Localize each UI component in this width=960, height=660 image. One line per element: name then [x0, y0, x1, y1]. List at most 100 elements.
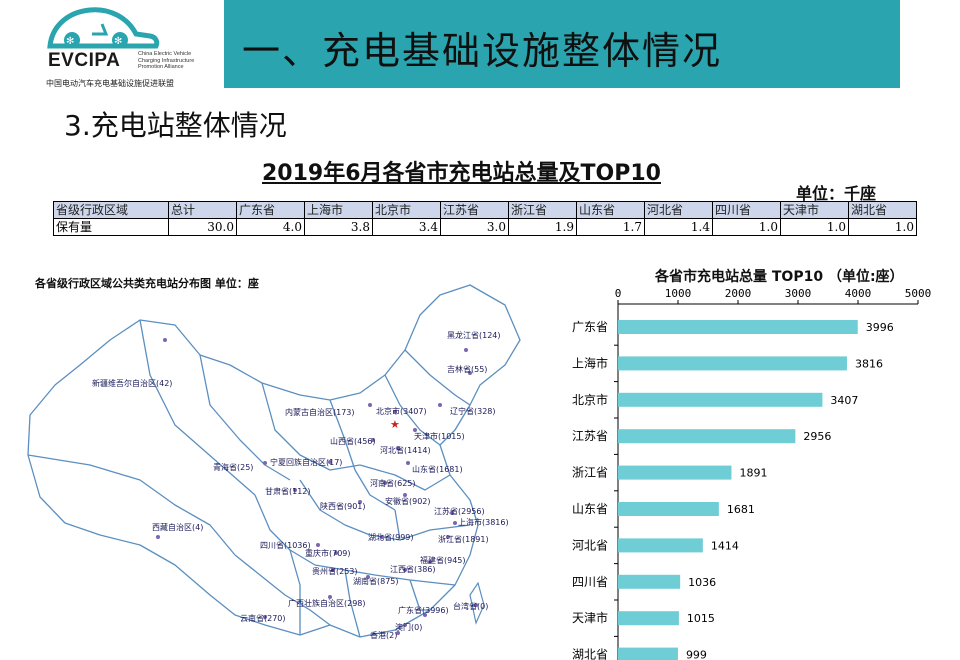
category-label: 广东省 — [572, 320, 608, 334]
map-label: 浙江省(1891) — [438, 535, 489, 544]
map-label: 河南省(625) — [370, 479, 416, 488]
category-label: 浙江省 — [572, 466, 608, 480]
map-label: 江西省(386) — [390, 565, 436, 574]
svg-text:✻: ✻ — [114, 36, 122, 47]
map-label: 湖北省(999) — [368, 533, 414, 542]
bar — [618, 429, 796, 444]
ev-car-icon: ✻ ✻ — [47, 7, 160, 49]
table-cell: 1.9 — [508, 218, 577, 236]
page-title: 一、充电基础设施整体情况 — [242, 29, 723, 73]
map-label: 安徽省(902) — [385, 497, 431, 506]
bar — [618, 574, 681, 589]
table-header-cell: 省级行政区域 — [53, 201, 169, 219]
table-header-cell: 广东省 — [236, 201, 305, 219]
map-label: 山西省(456) — [330, 437, 376, 446]
svg-text:✻: ✻ — [66, 36, 74, 47]
data-label: 3996 — [866, 321, 894, 334]
table-cell: 4.0 — [236, 218, 305, 236]
x-tick-label: 1000 — [665, 287, 692, 300]
table-header-row: 省级行政区域 总计 广东省 上海市 北京市 江苏省 浙江省 山东省 河北省 四川… — [53, 201, 917, 219]
data-label: 3816 — [855, 357, 883, 370]
map-label: 西藏自治区(4) — [152, 523, 204, 532]
category-label: 河北省 — [572, 538, 608, 552]
category-label: 江苏省 — [572, 429, 608, 443]
logo-chinese-name: 中国电动汽车充电基础设施促进联盟 — [46, 79, 174, 88]
table-cell: 30.0 — [168, 218, 237, 236]
map-label: 福建省(945) — [420, 556, 466, 565]
bar — [618, 502, 719, 516]
map-label: 台湾省(0) — [453, 602, 489, 611]
evcipa-logo: ✻ ✻ EVCIPA China Electric Vehicle Chargi… — [10, 4, 210, 90]
table-cell: 3.8 — [304, 218, 373, 236]
table-header-cell: 总计 — [168, 201, 237, 219]
category-label: 湖北省 — [572, 647, 608, 660]
map-label: 四川省(1036) — [260, 541, 311, 550]
logo-english-name: China Electric Vehicle Charging Infrastr… — [138, 51, 195, 70]
x-tick-label: 3000 — [785, 287, 812, 300]
bar — [618, 356, 847, 371]
map-label: 贵州省(253) — [312, 567, 358, 576]
map-label: 宁夏回族自治区(17) — [270, 458, 343, 467]
map-label: 陕西省(901) — [320, 502, 366, 511]
map-label: 云南省(270) — [240, 614, 286, 623]
bar — [618, 538, 703, 553]
table-header-cell: 上海市 — [304, 201, 373, 219]
china-map: ★ 黑龙江省(124) 吉林省(55) 新疆维吾尔自治区(42) 内蒙古自治区(… — [0, 265, 560, 660]
data-label: 1036 — [688, 576, 716, 589]
x-tick-label: 5000 — [905, 287, 932, 300]
section-title: 3.充电站整体情况 — [64, 109, 287, 142]
map-label: 甘肃省(112) — [265, 487, 311, 496]
map-label: 吉林省(55) — [447, 365, 488, 374]
data-label: 1414 — [711, 539, 739, 552]
table-cell: 1.0 — [712, 218, 781, 236]
table-cell: 1.7 — [576, 218, 645, 236]
x-tick-label: 4000 — [845, 287, 872, 300]
data-label: 1891 — [739, 467, 767, 480]
table-cell: 3.4 — [372, 218, 441, 236]
table-header-cell: 北京市 — [372, 201, 441, 219]
x-tick-label: 0 — [615, 287, 622, 300]
map-label: 澳门(0) — [395, 623, 423, 632]
map-label: 内蒙古自治区(173) — [285, 408, 355, 417]
map-label: 香港(2) — [370, 631, 398, 640]
bar — [618, 611, 679, 626]
table-row-label: 保有量 — [53, 218, 169, 236]
map-label: 天津市(1015) — [414, 432, 465, 441]
table-header-cell: 山东省 — [576, 201, 645, 219]
category-label: 天津市 — [572, 610, 608, 625]
table-header-cell: 河北省 — [644, 201, 713, 219]
table-cell: 1.0 — [780, 218, 849, 236]
data-label: 999 — [686, 649, 707, 660]
table-cell: 1.4 — [644, 218, 713, 236]
map-label: 江苏省(2956) — [434, 507, 485, 516]
map-label: 辽宁省(328) — [450, 407, 496, 416]
logo-brand: EVCIPA — [48, 50, 121, 71]
header-banner: 一、充电基础设施整体情况 — [224, 0, 900, 88]
map-label: 河北省(1414) — [380, 446, 431, 455]
table-title: 2019年6月各省市充电站总量及TOP10 — [262, 161, 661, 186]
map-label: 北京市(3407) — [376, 407, 427, 416]
table-header-cell: 浙江省 — [508, 201, 577, 219]
bar — [618, 647, 678, 660]
stock-table: 省级行政区域 总计 广东省 上海市 北京市 江苏省 浙江省 山东省 河北省 四川… — [53, 201, 917, 236]
map-label: 青海省(25) — [213, 463, 254, 472]
x-tick-label: 2000 — [725, 287, 752, 300]
bar — [618, 465, 732, 480]
map-label: 广东省(3996) — [398, 606, 449, 615]
map-label: 上海市(3816) — [458, 518, 509, 527]
map-label: 黑龙江省(124) — [447, 331, 501, 340]
chart-title: 各省市充电站总量 TOP10 （单位:座） — [655, 269, 904, 285]
table-header-cell: 天津市 — [780, 201, 849, 219]
map-label: 广西壮族自治区(298) — [288, 599, 366, 608]
table-unit: 单位：千座 — [796, 184, 877, 203]
table-header-cell: 四川省 — [712, 201, 781, 219]
table-header-cell: 江苏省 — [440, 201, 509, 219]
table-header-cell: 湖北省 — [848, 201, 917, 219]
svg-text:★: ★ — [390, 418, 400, 431]
category-label: 山东省 — [572, 502, 608, 516]
map-label: 山东省(1681) — [412, 465, 463, 474]
map-label: 新疆维吾尔自治区(42) — [92, 379, 173, 388]
map-title: 各省级行政区域公共类充电站分布图 单位：座 — [35, 277, 259, 290]
data-label: 3407 — [830, 394, 858, 407]
map-label: 湖南省(875) — [353, 577, 399, 586]
